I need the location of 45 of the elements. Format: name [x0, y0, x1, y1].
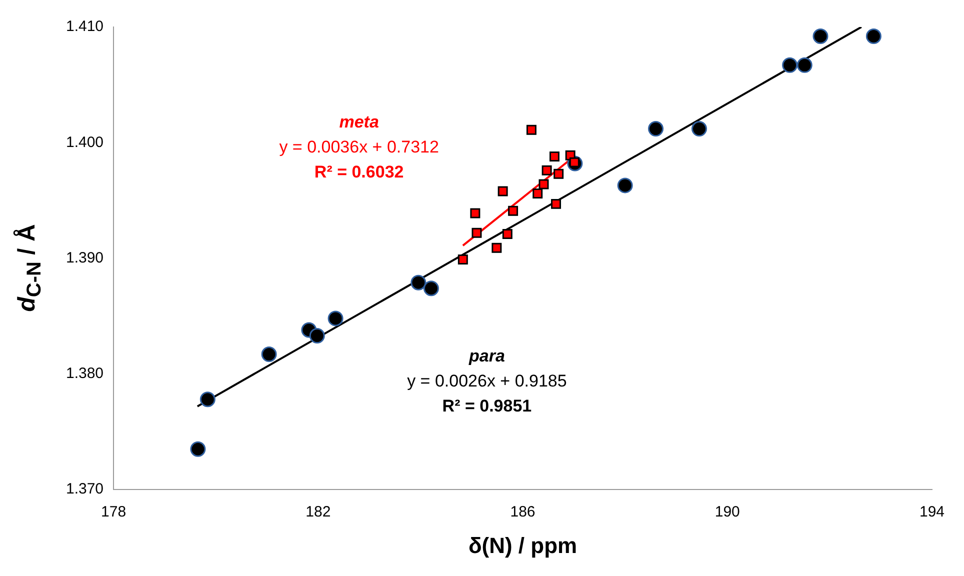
annotation: meta: [339, 112, 379, 132]
point: [261, 346, 277, 362]
annotation: R² = 0.9851: [442, 396, 532, 416]
point: [692, 121, 707, 137]
point: [796, 57, 812, 73]
x-tick-label: 178: [101, 504, 126, 521]
point: [542, 165, 552, 176]
point: [200, 392, 216, 408]
annotation: y = 0.0026x + 0.9185: [407, 371, 567, 390]
x-tick-label: 190: [714, 504, 740, 521]
point: [532, 188, 543, 199]
point: [309, 328, 325, 344]
point: [502, 229, 512, 240]
point: [617, 178, 633, 194]
point: [190, 441, 206, 457]
point: [549, 152, 560, 162]
y-tick-label: 1.370: [66, 480, 104, 498]
point: [554, 168, 564, 179]
point: [526, 124, 536, 135]
point: [423, 280, 439, 296]
y-tick-label: 1.410: [66, 18, 104, 36]
point: [812, 28, 828, 44]
point: [498, 186, 508, 196]
point: [648, 121, 664, 137]
point: [410, 274, 426, 290]
annotation: para: [468, 346, 505, 366]
x-tick-label: 186: [510, 504, 536, 521]
point: [472, 228, 482, 238]
point: [328, 310, 344, 326]
x-tick-label: 194: [919, 504, 945, 521]
point: [538, 179, 549, 190]
point: [470, 208, 480, 218]
point: [866, 28, 882, 44]
x-axis-title: δ(N) / ppm: [468, 532, 578, 558]
y-tick-label: 1.390: [66, 249, 104, 266]
annotation: y = 0.0036x + 0.7312: [279, 138, 439, 157]
point: [492, 242, 502, 253]
y-tick-label: 1.400: [66, 134, 104, 151]
point: [782, 57, 798, 73]
y-tick-label: 1.380: [66, 365, 104, 382]
point: [551, 198, 562, 209]
point: [458, 254, 468, 264]
x-tick-label: 182: [306, 504, 331, 521]
annotation: R² = 0.6032: [314, 162, 404, 182]
point: [508, 206, 518, 216]
